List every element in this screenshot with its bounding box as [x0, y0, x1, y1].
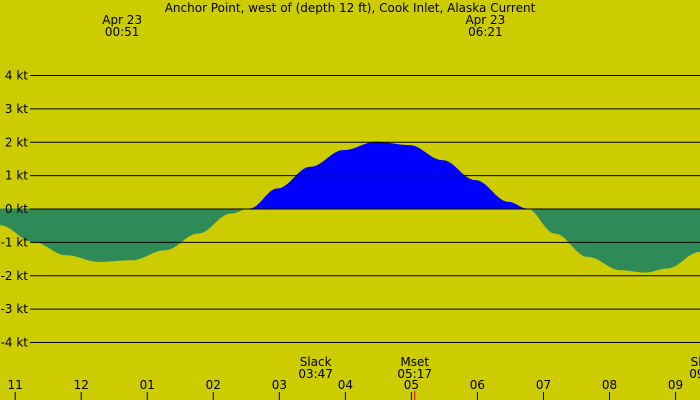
- x-tick-label: 04: [338, 378, 353, 392]
- event-labels: Slack03:47Mset05:17Slack09:42Mrise11:02S…: [298, 355, 700, 400]
- y-tick-label: -4 kt: [1, 336, 29, 350]
- x-tick-label: 02: [206, 378, 221, 392]
- y-axis-labels: -4 kt -3 kt -2 kt -1 kt 0 kt 1 kt 2 kt 3 kt 4 kt: [1, 69, 29, 350]
- x-axis: 11 12 01 02 03 04 05 06 07 08 09: [8, 378, 683, 400]
- y-tick-label: 1 kt: [5, 169, 28, 183]
- x-tick-label: 12: [74, 378, 89, 392]
- y-tick-label: -1 kt: [1, 235, 29, 249]
- top-date-label: Apr 23: [465, 13, 505, 27]
- x-tick-label: 11: [8, 378, 23, 392]
- event-name-label: Slack: [300, 355, 332, 369]
- ebb-area: [0, 208, 700, 273]
- event-name-label: Mset: [400, 355, 429, 369]
- y-tick-label: 0 kt: [5, 202, 28, 216]
- x-tick-label: 03: [272, 378, 287, 392]
- y-tick-label: 4 kt: [5, 69, 28, 83]
- x-tick-label: 01: [140, 378, 155, 392]
- top-time-label: 06:21: [468, 25, 503, 39]
- y-tick-label: -3 kt: [1, 302, 29, 316]
- top-date-label: Apr 23: [102, 13, 142, 27]
- y-tick-label: 3 kt: [5, 102, 28, 116]
- event-time-label: 09:42: [689, 367, 700, 381]
- x-tick-label: 09: [668, 378, 683, 392]
- y-tick-label: 2 kt: [5, 135, 28, 149]
- gridlines: [30, 75, 700, 343]
- event-time-label: 03:47: [298, 367, 333, 381]
- top-time-label: 00:51: [105, 25, 140, 39]
- x-tick-label: 07: [536, 378, 551, 392]
- x-tick-label: 06: [470, 378, 485, 392]
- x-tick-label: 08: [602, 378, 617, 392]
- event-name-label: Slack: [691, 355, 700, 369]
- x-tick-label: 05: [404, 378, 419, 392]
- chart-title: Anchor Point, west of (depth 12 ft), Coo…: [165, 1, 536, 15]
- y-tick-label: -2 kt: [1, 269, 29, 283]
- event-time-label: 05:17: [397, 367, 432, 381]
